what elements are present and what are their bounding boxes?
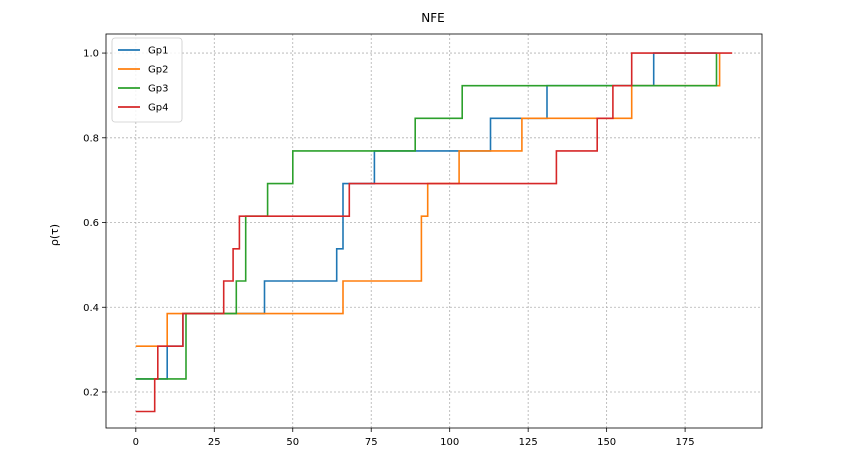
axes-frame — [105, 33, 763, 429]
legend: Gp1 Gp2 Gp3 Gp4 — [111, 37, 183, 123]
y-tick-label: 0.8 — [83, 133, 99, 144]
y-tick-label: 0.6 — [83, 218, 99, 229]
plot-frame — [105, 33, 763, 429]
x-axis-ticks: 0 25 50 75 100 125 150 175 — [133, 428, 695, 448]
legend-label-gp1: Gp1 — [148, 46, 168, 57]
series-line-gp4 — [135, 52, 733, 413]
y-tick-label: 0.4 — [83, 303, 99, 314]
chart-title: NFE — [421, 11, 444, 25]
legend-box — [111, 37, 183, 123]
x-tick-label: 125 — [519, 437, 538, 448]
legend-label-gp2: Gp2 — [148, 65, 168, 76]
series-lines — [135, 52, 733, 413]
x-tick-label: 50 — [286, 437, 299, 448]
legend-label-gp3: Gp3 — [148, 84, 168, 95]
grid — [106, 34, 762, 428]
y-axis-ticks: 0.2 0.4 0.6 0.8 1.0 — [83, 49, 106, 398]
legend-label-gp4: Gp4 — [148, 103, 168, 114]
x-tick-label: 150 — [597, 437, 616, 448]
y-tick-label: 1.0 — [83, 49, 99, 60]
x-tick-label: 25 — [208, 437, 221, 448]
x-tick-label: 0 — [133, 437, 139, 448]
y-tick-label: 0.2 — [83, 387, 99, 398]
x-tick-label: 75 — [365, 437, 378, 448]
y-axis-label: ρ(τ) — [48, 224, 61, 246]
x-tick-label: 100 — [440, 437, 459, 448]
x-tick-label: 175 — [676, 437, 695, 448]
